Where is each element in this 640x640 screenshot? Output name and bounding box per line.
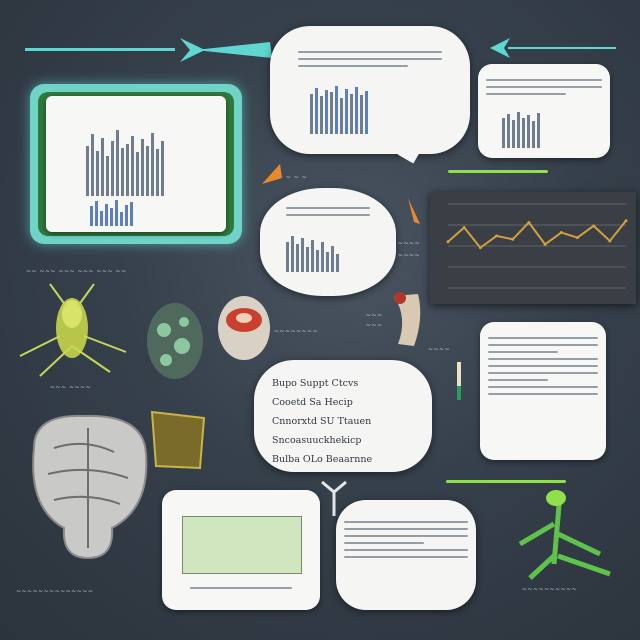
line-chart (446, 203, 628, 289)
arrow-connector-top (20, 30, 280, 70)
tag-icon-2 (404, 196, 424, 230)
text-line-1: Bupo Suppt Ctcvs (272, 378, 359, 389)
leaf-insect-icon (10, 276, 130, 386)
chart-series-line (447, 220, 627, 250)
connector-upper (448, 170, 548, 173)
chart-point (592, 224, 596, 228)
plant-icon (500, 484, 620, 584)
crossed-hands-icon (388, 288, 430, 350)
chart-point (543, 242, 547, 246)
chart-point (624, 219, 628, 223)
cut-fruit-icon (216, 292, 272, 362)
green-chart-panel (162, 490, 320, 610)
chart-point (527, 220, 531, 224)
line-chart-panel (430, 192, 636, 304)
connector-lower (446, 480, 566, 483)
text-line-5: Bulba OLo Beaarnne (272, 454, 373, 465)
chart-point (446, 240, 450, 244)
chart-point (608, 239, 612, 243)
text-line-4: Sncoasuuckhekicp (272, 435, 362, 446)
text-bubble: Bupo Suppt Ctcvs Cooetd Sa Hecip Cnnorxt… (254, 360, 432, 472)
olive-tag-icon (146, 408, 210, 472)
brain-icon (24, 408, 154, 568)
text-line-2: Cooetd Sa Hecip (272, 397, 353, 408)
chart-point (478, 246, 482, 250)
chart-point (575, 236, 579, 240)
text-line-3: Cnnorxtd SU Ttauen (272, 416, 372, 427)
top-center-bubble (270, 26, 470, 154)
right-document-panel (480, 322, 606, 460)
arrow-connector-right (490, 36, 620, 60)
junction-icon (320, 478, 350, 522)
chart-point (511, 237, 515, 241)
framed-chart-panel (30, 84, 242, 244)
top-right-panel (478, 64, 610, 158)
chart-point (495, 234, 499, 238)
middle-chart-bubble (260, 188, 396, 296)
plant-icon-small (452, 362, 466, 406)
tag-icon (258, 160, 286, 194)
arrow-icon (25, 38, 272, 62)
bottom-document-bubble (336, 500, 476, 610)
seed-pod-icon (142, 300, 208, 382)
chart-point (559, 231, 563, 235)
chart-point (462, 226, 466, 230)
